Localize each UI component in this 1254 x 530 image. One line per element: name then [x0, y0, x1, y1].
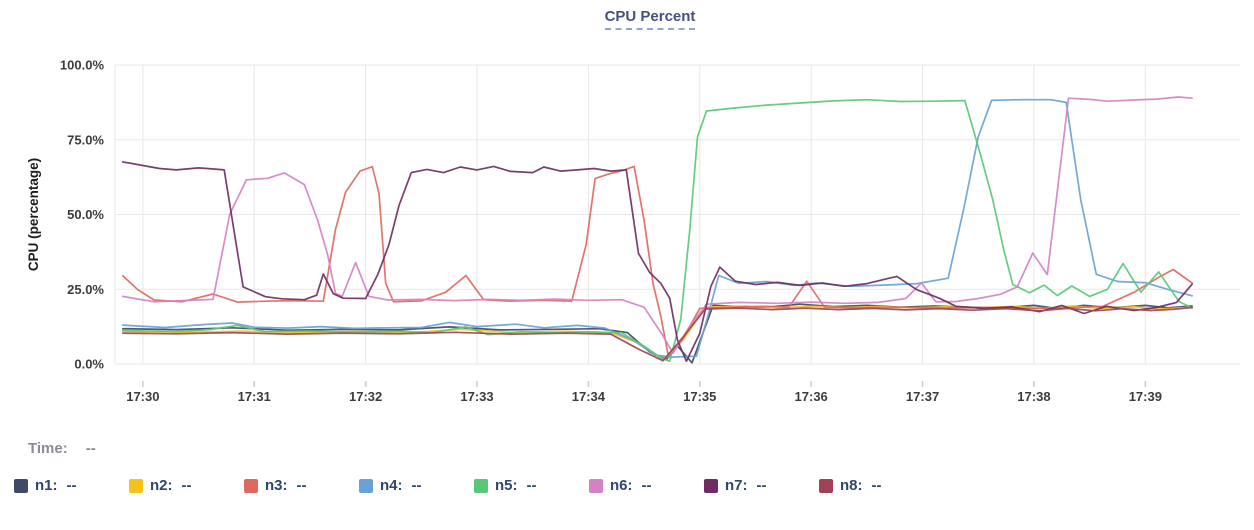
y-tick-label: 50.0% [67, 207, 104, 222]
legend-swatch-n2 [129, 478, 143, 493]
y-tick-label: 0.0% [74, 357, 104, 372]
legend-value-n7: -- [756, 477, 767, 494]
x-tick-label: 17:32 [349, 389, 382, 404]
legend-label-n7: n7: [725, 477, 748, 494]
legend-value-n8: -- [871, 477, 882, 494]
legend-swatch-n1 [14, 478, 28, 493]
legend-value-n6: -- [641, 477, 652, 494]
x-tick-label: 17:36 [795, 389, 828, 404]
x-tick-label: 17:30 [126, 389, 159, 404]
y-tick-label: 100.0% [60, 58, 105, 73]
series-legend: n1: -- n2: -- n3: -- n4: -- n5: -- n6: -… [14, 477, 934, 494]
x-tick-label: 17:38 [1017, 389, 1050, 404]
x-tick-label: 17:39 [1129, 389, 1162, 404]
legend-swatch-n8 [819, 478, 833, 493]
legend-label-n8: n8: [840, 477, 863, 494]
legend-swatch-n6 [589, 478, 603, 493]
time-label: Time: [28, 440, 68, 457]
legend-item-n6[interactable]: n6: -- [589, 477, 704, 494]
legend-item-n3[interactable]: n3: -- [244, 477, 359, 494]
legend-item-n4[interactable]: n4: -- [359, 477, 474, 494]
x-tick-label: 17:31 [238, 389, 271, 404]
legend-time-row: Time: -- [28, 440, 96, 457]
series-line-n5[interactable] [121, 98, 1193, 363]
series-line-n6[interactable] [121, 96, 1193, 355]
y-tick-label: 25.0% [67, 282, 104, 297]
x-tick-label: 17:34 [572, 389, 606, 404]
legend-item-n2[interactable]: n2: -- [129, 477, 244, 494]
x-tick-label: 17:35 [683, 389, 716, 404]
y-tick-label: 75.0% [67, 132, 104, 147]
time-value: -- [85, 440, 96, 457]
chart-header: CPU Percent [115, 8, 1185, 30]
series-line-n2[interactable] [121, 305, 1193, 361]
legend-label-n2: n2: [150, 477, 173, 494]
legend-item-n8[interactable]: n8: -- [819, 477, 934, 494]
series-line-n8[interactable] [121, 306, 1193, 362]
legend-label-n5: n5: [495, 477, 518, 494]
legend-value-n3: -- [296, 477, 307, 494]
x-tick-label: 17:33 [460, 389, 493, 404]
legend-label-n3: n3: [265, 477, 288, 494]
legend-item-n7[interactable]: n7: -- [704, 477, 819, 494]
series-line-n4[interactable] [121, 98, 1193, 358]
legend-label-n4: n4: [380, 477, 403, 494]
cpu-chart-canvas[interactable]: 0.0% 25.0% 50.0% 75.0% 100.0% 17:30 17:31 17:32… [0, 0, 1254, 420]
chart-title[interactable]: CPU Percent [604, 8, 696, 30]
legend-value-n5: -- [526, 477, 537, 494]
y-axis-title: CPU (percentage) [26, 158, 41, 271]
legend-swatch-n4 [359, 478, 373, 493]
legend-value-n4: -- [411, 477, 422, 494]
legend-swatch-n3 [244, 478, 258, 493]
legend-label-n1: n1: [35, 477, 58, 494]
series-line-n7[interactable] [121, 161, 1193, 363]
legend-swatch-n7 [704, 478, 718, 493]
x-tick-label: 17:37 [906, 389, 939, 404]
legend-label-n6: n6: [610, 477, 633, 494]
legend-item-n1[interactable]: n1: -- [14, 477, 129, 494]
legend-value-n1: -- [66, 477, 77, 494]
legend-value-n2: -- [181, 477, 192, 494]
legend-swatch-n5 [474, 478, 488, 493]
legend-item-n5[interactable]: n5: -- [474, 477, 589, 494]
